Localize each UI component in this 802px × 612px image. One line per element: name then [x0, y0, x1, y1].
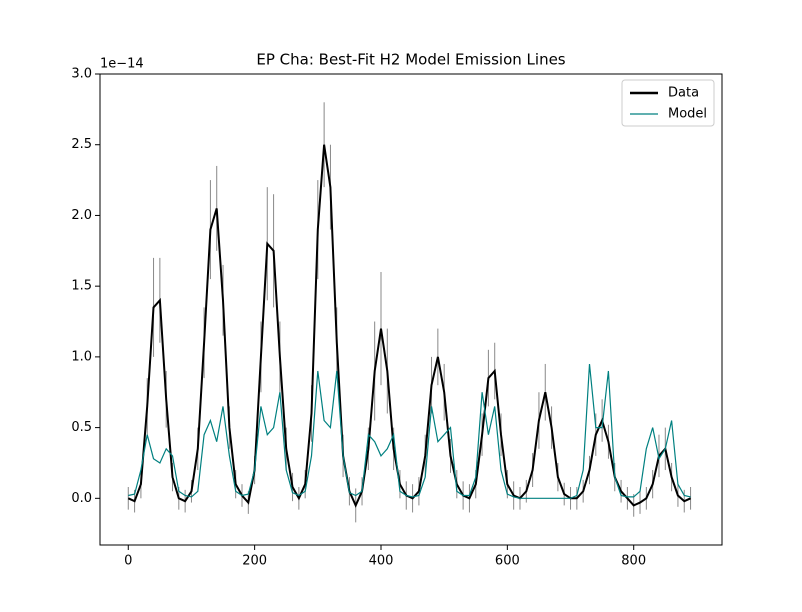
- x-tick-label: 800: [621, 554, 646, 569]
- y-tick-label: 1.0: [71, 349, 92, 364]
- series-line: [127, 144, 692, 508]
- legend-label: Data: [668, 86, 699, 101]
- y-tick-label: 0.5: [71, 420, 92, 435]
- y-tick-label: 1.5: [71, 279, 92, 294]
- plot-area: [127, 102, 692, 523]
- y-tick-label: 2.5: [71, 137, 92, 152]
- x-tick-label: 400: [369, 554, 394, 569]
- chart-title: EP Cha: Best-Fit H2 Model Emission Lines: [256, 51, 565, 69]
- y-tick-label: 2.0: [71, 208, 92, 223]
- x-tick-label: 200: [242, 554, 267, 569]
- offset-label: 1e−14: [100, 57, 144, 72]
- x-tick-label: 0: [124, 554, 132, 569]
- y-tick-label: 0.0: [71, 491, 92, 506]
- x-tick-label: 600: [495, 554, 520, 569]
- axes-frame: [99, 73, 723, 546]
- legend-label: Model: [668, 107, 707, 122]
- y-tick-label: 3.0: [71, 67, 92, 82]
- series-line: [128, 363, 691, 499]
